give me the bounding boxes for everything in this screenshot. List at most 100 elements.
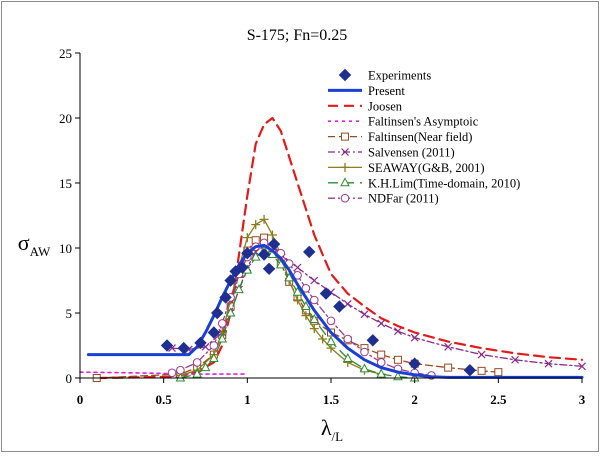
legend-item: K.H.Lim(Time-domain, 2010) — [328, 176, 520, 190]
data-point — [444, 342, 453, 351]
data-point — [175, 372, 186, 382]
data-point — [408, 357, 421, 370]
data-point — [292, 286, 303, 296]
data-point — [326, 336, 336, 346]
legend-label: Faltinsen's Asymptoic — [368, 115, 479, 129]
data-point — [463, 363, 477, 377]
legend-item: Salvensen (2011) — [328, 146, 455, 160]
data-point — [209, 341, 219, 350]
data-point — [275, 259, 286, 269]
data-point — [267, 237, 281, 251]
data-point — [359, 363, 370, 373]
data-point — [343, 334, 353, 344]
data-point — [376, 368, 387, 378]
x-tick-label: 3 — [579, 392, 586, 407]
data-point — [393, 355, 402, 364]
x-axis-label: λ/L — [321, 415, 343, 444]
series-line — [79, 371, 249, 375]
y-tick-label: 25 — [59, 46, 72, 61]
series-experiments — [160, 237, 477, 377]
data-point — [377, 350, 386, 359]
legend-label: Salvensen (2011) — [368, 146, 455, 160]
series-line — [86, 243, 584, 379]
data-point — [343, 299, 352, 308]
legend-marker — [340, 177, 350, 187]
y-axis-label-sub: AW — [30, 244, 51, 259]
data-point — [494, 368, 503, 377]
added-resistance-chart: S-175; Fn=0.25 0 0.5 1 1.5 2 2.5 3 0 5 10 15 20 25 σ… — [18, 27, 586, 444]
y-tick-label: 15 — [59, 176, 72, 191]
data-point — [257, 248, 271, 261]
legend-label: Experiments — [368, 69, 431, 83]
series-ndfar-2011 — [167, 238, 436, 380]
data-point — [225, 307, 236, 317]
data-point — [250, 251, 261, 261]
legend-item: Present — [328, 84, 405, 98]
y-axis-label-main: σ — [18, 230, 30, 255]
data-point — [360, 347, 369, 357]
legend-item: NDFar (2011) — [328, 192, 439, 206]
data-point — [310, 276, 319, 285]
data-point — [267, 230, 277, 240]
data-point — [293, 295, 303, 305]
legend-label: NDFar (2011) — [368, 192, 439, 206]
x-tick-label: 0 — [77, 392, 84, 407]
data-point — [207, 326, 221, 339]
data-point — [241, 246, 254, 260]
series-faltinsen-near-field — [92, 233, 503, 382]
series-line — [96, 236, 499, 379]
legend-marker — [341, 132, 349, 141]
legend-marker — [338, 68, 352, 82]
data-point — [477, 350, 486, 359]
legend-label: SEAWAY(G&B, 2001) — [368, 161, 485, 175]
data-point — [309, 324, 319, 334]
legend-marker — [340, 193, 350, 203]
data-point — [236, 261, 249, 274]
legend-item: Joosen — [328, 99, 403, 113]
data-point — [342, 352, 353, 362]
data-point — [194, 336, 207, 350]
data-point — [394, 327, 402, 336]
data-point — [511, 355, 519, 364]
data-point — [301, 284, 311, 293]
data-point — [224, 274, 237, 287]
data-point — [410, 333, 419, 342]
data-point — [360, 310, 369, 319]
data-point — [284, 272, 294, 282]
x-tick-label: 2.5 — [490, 392, 507, 407]
series-present — [86, 243, 584, 379]
series-line — [179, 249, 416, 379]
legend-label: Present — [368, 84, 405, 98]
data-point — [200, 362, 211, 372]
legend-item: Experiments — [338, 68, 431, 83]
legend-marker — [340, 162, 350, 172]
data-point — [333, 300, 346, 313]
data-point — [309, 313, 320, 323]
data-point — [242, 233, 252, 243]
data-point — [326, 316, 336, 326]
data-point — [160, 339, 174, 352]
legend-item: Faltinsen's Asymptoic — [328, 115, 479, 129]
data-point — [366, 334, 380, 347]
x-tick-label: 2 — [411, 392, 418, 407]
data-point — [319, 287, 333, 300]
legend-item: SEAWAY(G&B, 2001) — [328, 161, 485, 175]
data-point — [377, 319, 386, 328]
y-tick-label: 0 — [66, 371, 73, 386]
data-point — [444, 363, 453, 372]
legend-label: Faltinsen(Near field) — [368, 130, 472, 144]
data-point — [293, 263, 302, 272]
x-tick-label: 0.5 — [156, 392, 173, 407]
series-faltinsen-s-asymptoic — [79, 371, 249, 375]
data-point — [209, 352, 219, 362]
series-line — [171, 242, 433, 377]
data-point — [301, 300, 311, 310]
data-point — [219, 291, 232, 304]
data-point — [301, 311, 311, 321]
data-point — [303, 245, 316, 259]
data-point — [544, 359, 553, 368]
plot-area: 0 0.5 1 1.5 2 2.5 3 0 5 10 15 20 25 — [59, 46, 586, 407]
data-point — [262, 262, 276, 276]
data-point — [234, 284, 244, 294]
